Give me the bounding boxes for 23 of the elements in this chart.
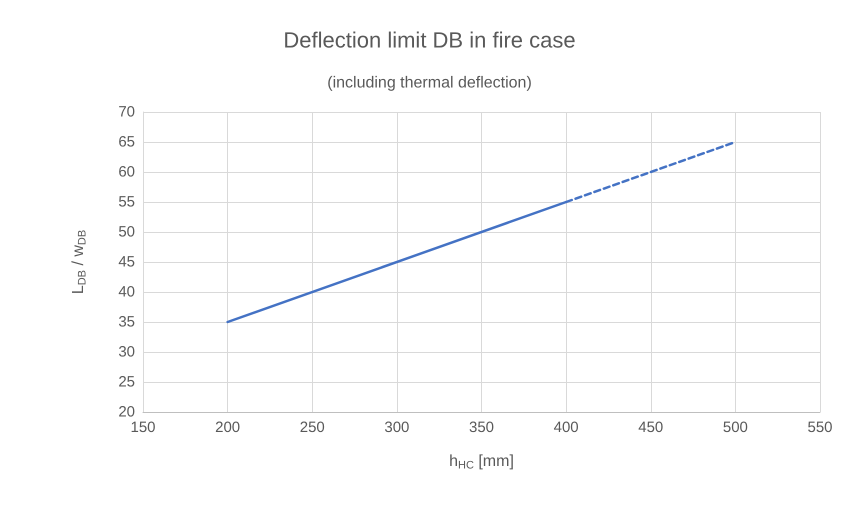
x-tick-label: 550 [807,419,833,436]
x-tick-label: 450 [638,419,664,436]
y-tick-label: 55 [118,194,135,210]
y-tick-label: 45 [118,254,135,270]
x-tick-label: 300 [384,419,410,436]
x-tick-label: 150 [130,419,156,436]
y-axis-title: LDB / wDB [70,230,88,294]
y-tick-label: 25 [118,374,135,390]
y-tick-label: 65 [118,134,135,150]
x-tick-label: 350 [468,419,494,436]
y-tick-label: 40 [118,284,135,300]
chart-title: Deflection limit DB in fire case [283,28,576,52]
x-tick-label: 250 [300,419,325,436]
y-tick-label: 30 [118,344,135,360]
y-tick-label: 60 [118,164,135,180]
x-tick-label: 200 [215,419,240,436]
chart-subtitle: (including thermal deflection) [327,74,532,92]
y-tick-label: 35 [118,314,135,330]
x-tick-label: 400 [554,419,579,436]
y-tick-label: 20 [118,404,135,420]
y-tick-label: 50 [118,224,135,240]
y-tick-label: 70 [118,104,135,120]
x-tick-label: 500 [722,419,748,436]
